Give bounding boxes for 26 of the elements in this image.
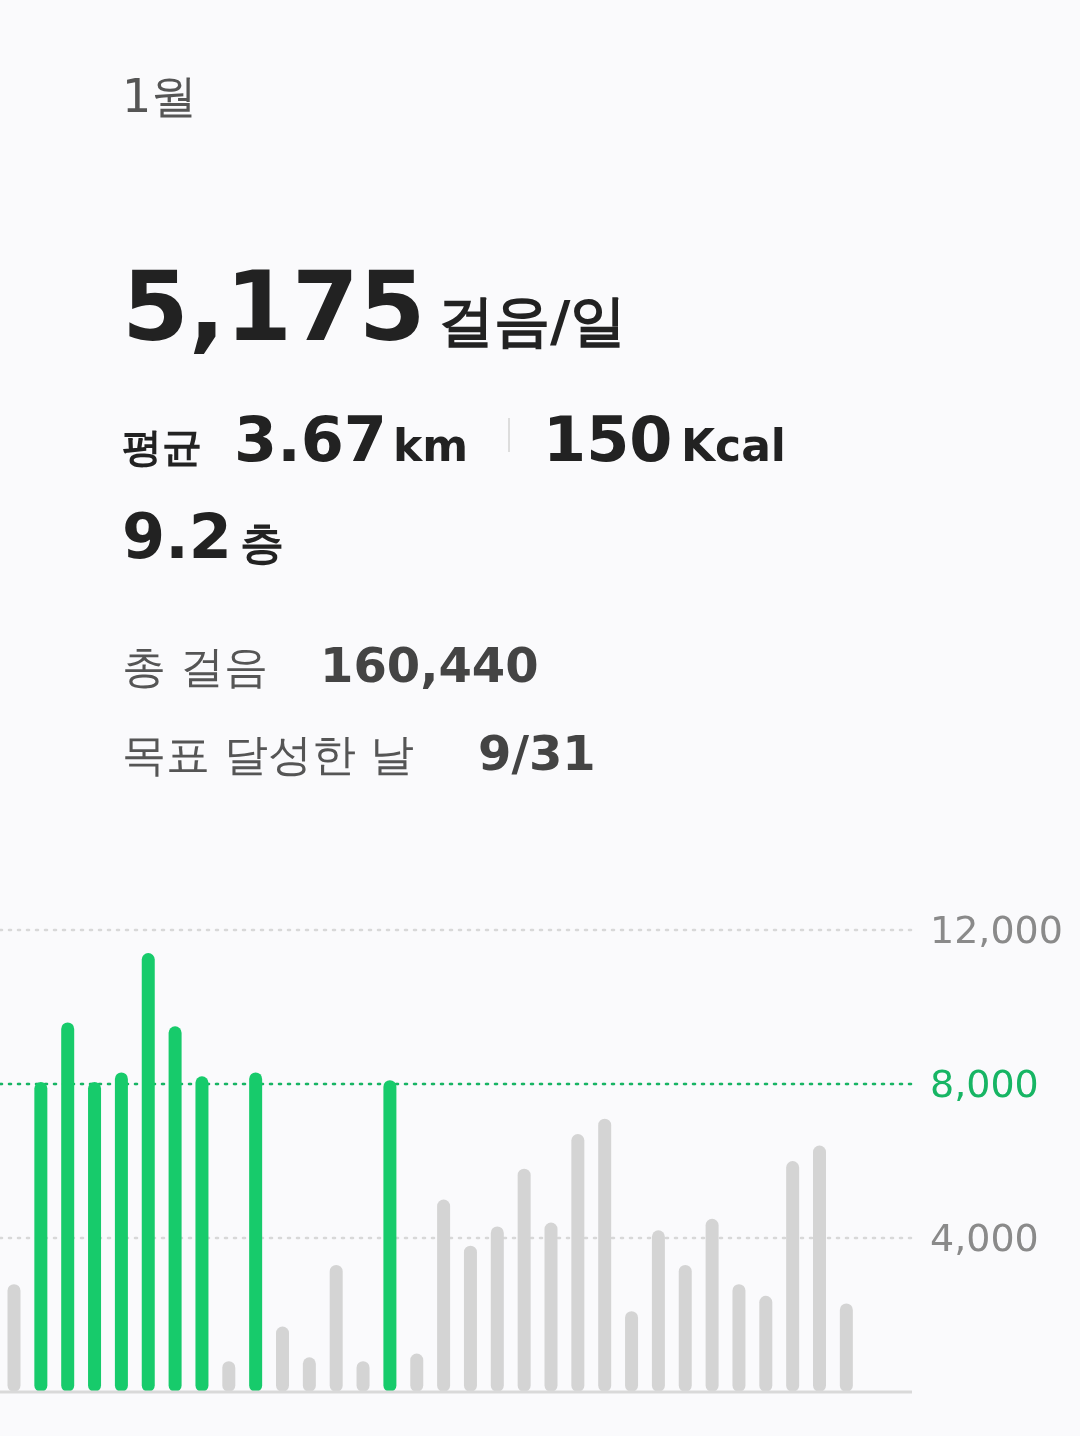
bar (61, 1022, 75, 1392)
y-tick-label: 8,000 (930, 1062, 1039, 1107)
text: 평균 (122, 424, 202, 470)
text: 총 걸음 (122, 641, 268, 692)
bar (168, 1026, 182, 1392)
bar (383, 1080, 397, 1392)
text: 150 (543, 403, 673, 476)
bar (34, 1082, 48, 1392)
chart-title: 1월 (122, 69, 198, 123)
text: km (393, 420, 469, 471)
bar (114, 1072, 128, 1392)
text: 3.67 (234, 403, 387, 476)
text: 160,440 (320, 637, 539, 693)
text: Kcal (681, 420, 786, 471)
bar (141, 953, 155, 1392)
y-tick-label: 12,000 (930, 908, 1063, 953)
text: 5,175 (122, 251, 426, 363)
text: 목표 달성한 날 (122, 729, 414, 780)
text: 층 (240, 517, 284, 568)
text: 9/31 (478, 725, 596, 781)
text: 9.2 (122, 500, 232, 573)
y-tick-label: 4,000 (930, 1216, 1039, 1261)
bar (249, 1072, 263, 1392)
bar (195, 1076, 209, 1392)
bar (88, 1082, 102, 1392)
text: 걸음/일 (438, 288, 627, 353)
